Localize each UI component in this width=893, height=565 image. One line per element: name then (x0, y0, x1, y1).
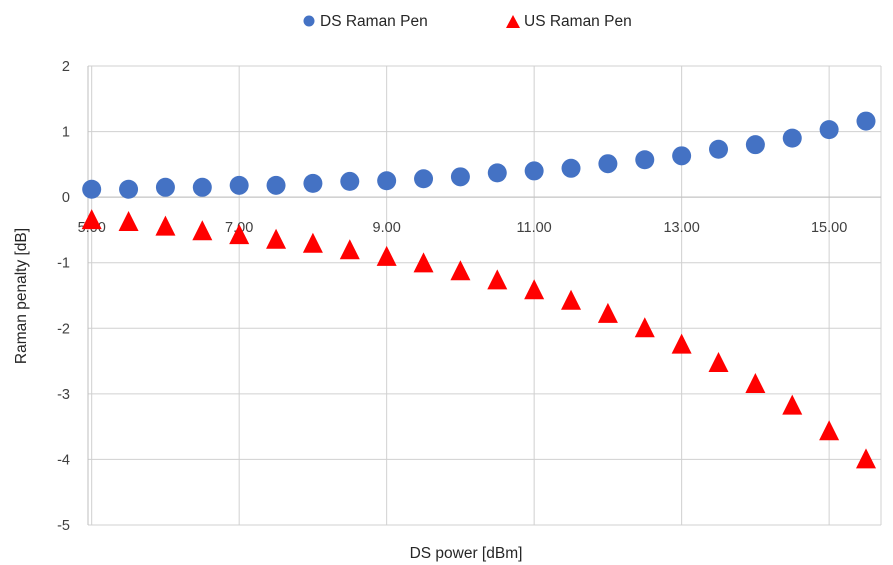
data-point-ds-raman-pen (635, 150, 655, 170)
data-point-us-raman-pen (708, 352, 729, 373)
data-point-us-raman-pen (450, 260, 471, 281)
x-tick-label: 15.00 (811, 220, 847, 236)
gridlines (88, 65, 882, 526)
data-point-ds-raman-pen (561, 158, 581, 178)
data-point-ds-raman-pen (819, 120, 839, 140)
data-marks (81, 111, 876, 469)
data-point-ds-raman-pen (672, 146, 692, 166)
data-point-us-raman-pen (376, 245, 397, 266)
x-tick-label: 9.00 (373, 220, 401, 236)
data-point-ds-raman-pen (340, 171, 360, 191)
data-point-us-raman-pen (856, 448, 876, 469)
data-point-ds-raman-pen (524, 161, 544, 181)
data-point-us-raman-pen (782, 394, 803, 415)
x-tick-label: 13.00 (663, 220, 699, 236)
data-point-ds-raman-pen (745, 135, 765, 155)
data-point-us-raman-pen (266, 228, 287, 249)
legend-label-us-raman-pen: US Raman Pen (524, 13, 632, 30)
axes (87, 66, 881, 525)
x-axis-title: DS power [dBm] (410, 545, 523, 562)
data-point-ds-raman-pen (598, 154, 618, 174)
data-point-ds-raman-pen (856, 111, 876, 131)
data-point-us-raman-pen (524, 279, 545, 300)
data-point-us-raman-pen (745, 373, 766, 394)
data-point-us-raman-pen (413, 252, 434, 273)
data-point-ds-raman-pen (487, 163, 507, 183)
data-point-us-raman-pen (634, 317, 655, 338)
y-tick-label: 1 (62, 125, 70, 141)
x-tick-label: 11.00 (517, 220, 552, 236)
y-tick-label: 2 (62, 59, 70, 75)
legend-marker-ds-raman-pen (303, 15, 315, 27)
data-point-ds-raman-pen (119, 179, 139, 199)
data-point-us-raman-pen (671, 333, 692, 354)
y-tick-label: -3 (57, 387, 70, 403)
data-point-ds-raman-pen (782, 128, 802, 148)
data-point-us-raman-pen (155, 215, 176, 236)
data-point-ds-raman-pen (155, 177, 175, 197)
data-point-ds-raman-pen (303, 173, 323, 193)
y-tick-label: -2 (57, 321, 70, 337)
data-point-ds-raman-pen (229, 175, 249, 195)
y-tick-label: -5 (57, 518, 70, 534)
legend-label-ds-raman-pen: DS Raman Pen (320, 13, 428, 30)
legend: DS Raman Pen US Raman Pen (303, 13, 632, 30)
data-point-us-raman-pen (487, 269, 508, 290)
data-point-us-raman-pen (561, 289, 582, 310)
data-point-us-raman-pen (118, 211, 139, 232)
y-tick-label: 0 (62, 190, 70, 206)
legend-marker-us-raman-pen (506, 15, 520, 28)
data-point-us-raman-pen (229, 224, 250, 245)
data-point-ds-raman-pen (266, 175, 286, 195)
y-tick-label: -1 (57, 256, 70, 272)
data-point-ds-raman-pen (82, 179, 102, 199)
data-point-us-raman-pen (192, 220, 213, 241)
data-point-us-raman-pen (81, 209, 102, 230)
data-point-ds-raman-pen (709, 139, 729, 159)
data-point-us-raman-pen (302, 232, 323, 253)
data-point-us-raman-pen (339, 239, 360, 260)
data-point-ds-raman-pen (450, 167, 470, 187)
data-point-us-raman-pen (819, 420, 840, 441)
data-point-us-raman-pen (597, 302, 618, 323)
y-axis-title: Raman penalty [dB] (13, 228, 30, 364)
data-point-ds-raman-pen (414, 169, 434, 189)
y-tick-label: -4 (57, 452, 70, 468)
data-point-ds-raman-pen (192, 177, 212, 197)
data-point-ds-raman-pen (377, 171, 397, 191)
